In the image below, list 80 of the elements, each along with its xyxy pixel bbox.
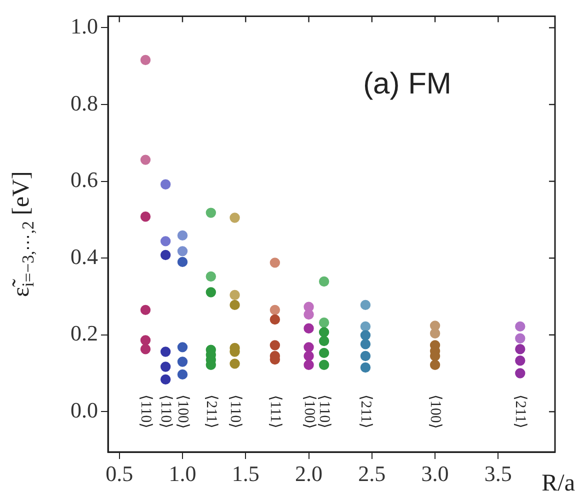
- x-axis-title: R/a: [542, 470, 576, 496]
- point: [177, 342, 188, 352]
- point: [270, 304, 280, 316]
- annotation: ⟨110⟩: [158, 394, 174, 429]
- point: [140, 335, 151, 346]
- point: [318, 327, 330, 338]
- point: [160, 250, 171, 260]
- point: [318, 348, 330, 358]
- x-tick-label: 0.5: [106, 460, 134, 486]
- point: [177, 256, 188, 268]
- point: [206, 271, 216, 282]
- point: [360, 339, 371, 350]
- point: [270, 314, 280, 325]
- y-tick-label: 0.8: [70, 90, 98, 116]
- point: [177, 369, 188, 380]
- point: [304, 309, 314, 320]
- point: [160, 362, 171, 372]
- x-tick-label: 1.0: [168, 460, 196, 486]
- point: [160, 374, 171, 385]
- point: [304, 323, 314, 334]
- y-axis-title: ε̃i=−3,⋯,2 [eV]: [8, 171, 38, 298]
- point: [177, 246, 188, 256]
- y-tick-label: 1.0: [70, 14, 98, 38]
- annotation: ⟨100⟩: [427, 394, 444, 429]
- annotation: ⟨211⟩: [358, 394, 374, 429]
- point: [515, 368, 526, 378]
- point: [140, 304, 151, 316]
- point: [177, 356, 188, 367]
- point: [160, 179, 171, 190]
- x-tick-label: 2.0: [295, 460, 323, 486]
- annotation: ⟨111⟩: [266, 394, 283, 428]
- point: [304, 350, 314, 362]
- point: [270, 340, 280, 350]
- annotation: ⟨100⟩: [300, 394, 317, 429]
- annotation: ⟨100⟩: [174, 394, 191, 429]
- point: [140, 212, 151, 222]
- point: [430, 360, 440, 370]
- point: [206, 287, 216, 298]
- annotation: ⟨110⟩: [138, 394, 154, 429]
- x-tick-label: 3.0: [421, 460, 449, 486]
- point: [360, 330, 371, 340]
- point: [318, 360, 330, 370]
- point: [360, 300, 371, 310]
- point: [230, 290, 240, 300]
- annotation: (a) FM: [363, 68, 452, 101]
- point: [515, 344, 526, 354]
- x-tick-label: 3.5: [484, 460, 512, 486]
- point: [230, 212, 240, 223]
- point: [160, 236, 171, 246]
- point: [140, 344, 151, 354]
- point: [430, 328, 440, 338]
- point: [206, 208, 216, 218]
- point: [515, 333, 526, 344]
- y-tick-label: 0.2: [70, 320, 98, 346]
- y-tick-label: 0.4: [70, 244, 98, 269]
- y-tick-label: 0.6: [70, 167, 98, 192]
- point: [270, 258, 280, 268]
- point: [140, 54, 151, 66]
- y-tick-label: 0.0: [70, 397, 98, 422]
- point: [160, 346, 171, 357]
- point: [318, 276, 330, 287]
- point: [177, 230, 188, 241]
- point: [230, 300, 240, 310]
- point: [140, 154, 151, 165]
- annotation: ⟨110⟩: [316, 394, 332, 429]
- point: [304, 342, 314, 352]
- point: [318, 336, 330, 346]
- annotation: ⟨211⟩: [512, 394, 528, 429]
- point: [515, 321, 526, 332]
- point: [230, 358, 240, 369]
- annotation: ⟨110⟩: [226, 394, 243, 429]
- point: [304, 360, 314, 370]
- point: [360, 362, 371, 373]
- point: [360, 321, 371, 332]
- point: [318, 318, 330, 328]
- point: [515, 356, 526, 366]
- x-tick-label: 1.5: [232, 460, 260, 486]
- x-tick-label: 2.5: [358, 460, 386, 486]
- annotation: ⟨211⟩: [202, 394, 219, 429]
- point: [360, 350, 371, 362]
